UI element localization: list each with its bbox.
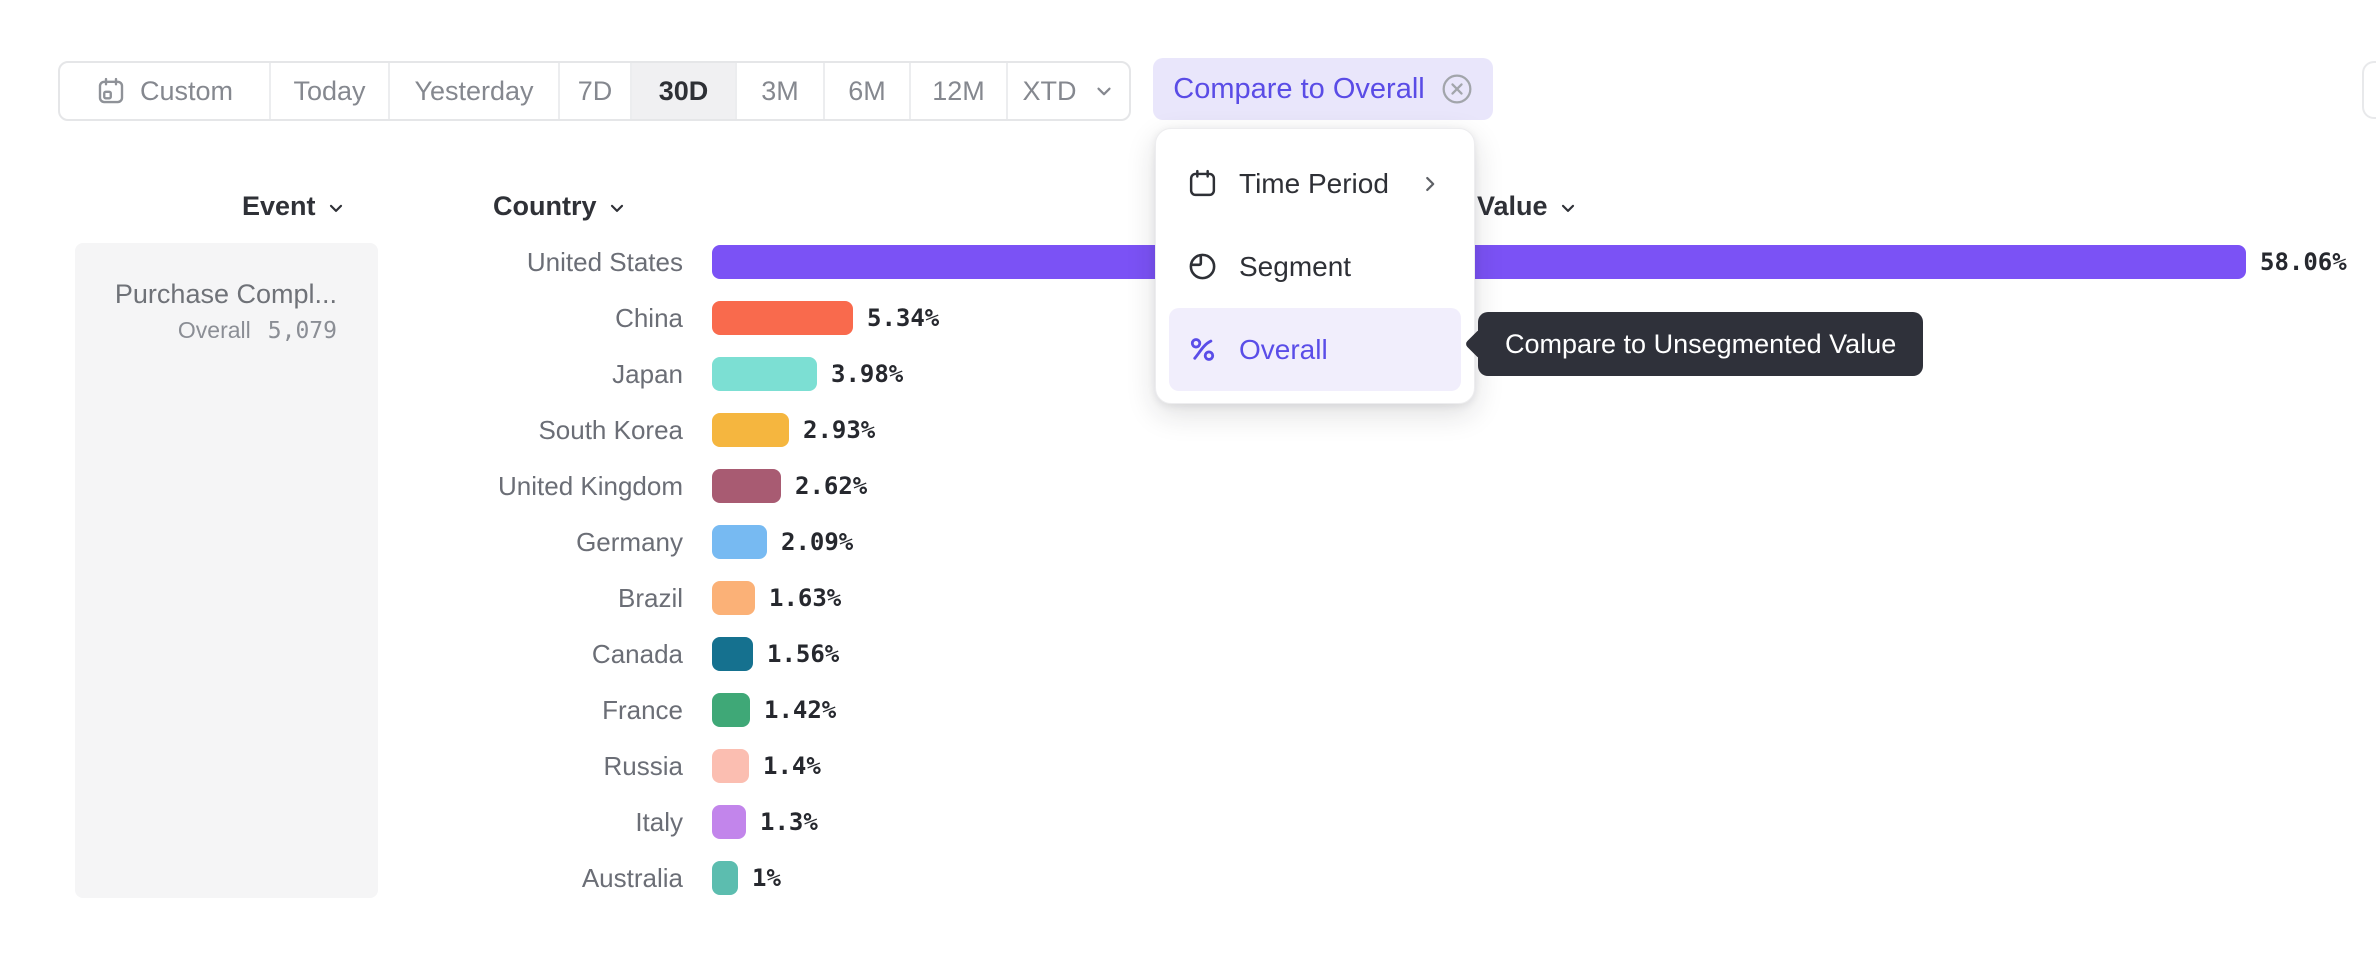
chart-row: Germany 2.09% [0,514,2376,570]
chevron-down-icon [326,198,346,218]
cutoff-control-stub [2362,61,2376,119]
country-label: South Korea [538,415,683,445]
event-name: Purchase Compl... [114,279,337,309]
chevron-down-icon [1093,80,1115,102]
bar-value-label: 1.3% [760,808,818,836]
bar-value-label: 1.4% [763,752,821,780]
bar-value-label: 2.09% [781,528,854,556]
bar-value-label: 2.93% [803,416,876,444]
country-label: Australia [581,863,683,893]
country-label: United States [526,247,683,277]
bar-segment[interactable] [712,805,746,839]
chart-row: Russia 1.4% [0,738,2376,794]
range-7d-button[interactable]: 7D [558,63,630,119]
bar-value-label: 1.63% [769,584,842,612]
overall-value: 5,079 [267,318,337,344]
bar-segment[interactable] [712,469,781,503]
chevron-down-icon [1558,198,1578,218]
country-label: United Kingdom [498,471,683,501]
chart-row: Australia 1% [0,850,2376,906]
compare-chip-label: Compare to Overall [1173,72,1425,105]
column-header-value[interactable]: Value [1477,188,1578,224]
event-card[interactable]: Purchase Compl... Overall 5,079 [75,243,378,898]
chevron-down-icon [607,198,627,218]
range-custom-button[interactable]: Custom [60,63,269,119]
range-today-button[interactable]: Today [269,63,388,119]
bar-segment[interactable] [712,637,753,671]
column-header-event[interactable]: Event [242,188,346,224]
country-label: China [615,303,683,333]
chart-row: South Korea 2.93% [0,402,2376,458]
chart-row: China 5.34% [0,290,2376,346]
tooltip: Compare to Unsegmented Value [1464,312,1924,376]
bar-segment[interactable] [712,301,853,335]
chart-row: Brazil 1.63% [0,570,2376,626]
calendar-icon [1187,168,1218,199]
bar-value-label: 1% [752,864,781,892]
bar-value-label: 3.98% [831,360,904,388]
bar-value-label: 58.06% [2260,248,2347,276]
bar-segment[interactable] [712,693,750,727]
chevron-right-icon [1419,173,1441,195]
remove-compare-icon[interactable] [1441,73,1473,105]
range-12m-button[interactable]: 12M [909,63,1006,119]
event-overall-row: Overall 5,079 [95,317,337,344]
chart-row: United States 58.06% [0,234,2376,290]
chart-row: Japan 3.98% [0,346,2376,402]
country-bar-chart: United States 58.06% China 5.34% Japan 3.98% S… [0,234,2376,906]
date-range-toolbar: Custom Today Yesterday 7D 30D 3M 6M 12M … [58,61,1131,121]
tooltip-text: Compare to Unsegmented Value [1505,329,1897,359]
column-header-country[interactable]: Country [493,188,627,224]
menu-item-time-period[interactable]: Time Period [1169,142,1461,225]
country-label: Russia [603,751,683,781]
range-custom-label: Custom [139,75,234,106]
chart-row: Italy 1.3% [0,794,2376,850]
range-yesterday-button[interactable]: Yesterday [388,63,558,119]
chart-row: Canada 1.56% [0,626,2376,682]
chart-row: France 1.42% [0,682,2376,738]
country-label: Brazil [617,583,683,613]
bar-segment[interactable] [712,413,789,447]
country-label: Canada [591,639,683,669]
chart-row: United Kingdom 2.62% [0,458,2376,514]
country-label: Italy [635,807,683,837]
bar-value-label: 1.56% [767,640,840,668]
menu-item-overall[interactable]: Overall [1169,308,1461,391]
bar-segment[interactable] [712,525,767,559]
country-label: Germany [576,527,683,557]
bar-segment[interactable] [712,357,817,391]
bar-value-label: 5.34% [867,304,940,332]
segment-icon [1187,251,1218,282]
country-label: Japan [612,359,683,389]
range-xtd-button[interactable]: XTD [1006,63,1129,119]
compare-to-overall-chip[interactable]: Compare to Overall [1153,58,1493,120]
compare-dropdown-menu: Time Period Segment Overal [1155,128,1475,404]
bar-value-label: 1.42% [764,696,837,724]
percent-icon [1187,334,1218,365]
bar-segment[interactable] [712,861,738,895]
range-3m-button[interactable]: 3M [735,63,823,119]
bar-value-label: 2.62% [795,472,868,500]
overall-label: Overall [177,317,251,343]
menu-item-segment[interactable]: Segment [1169,225,1461,308]
range-6m-button[interactable]: 6M [823,63,909,119]
bar-segment[interactable] [712,581,755,615]
bar-segment[interactable] [712,749,749,783]
range-30d-button[interactable]: 30D [630,63,735,119]
bar-segment[interactable] [712,245,2246,279]
country-label: France [602,695,683,725]
calendar-icon [96,76,126,106]
